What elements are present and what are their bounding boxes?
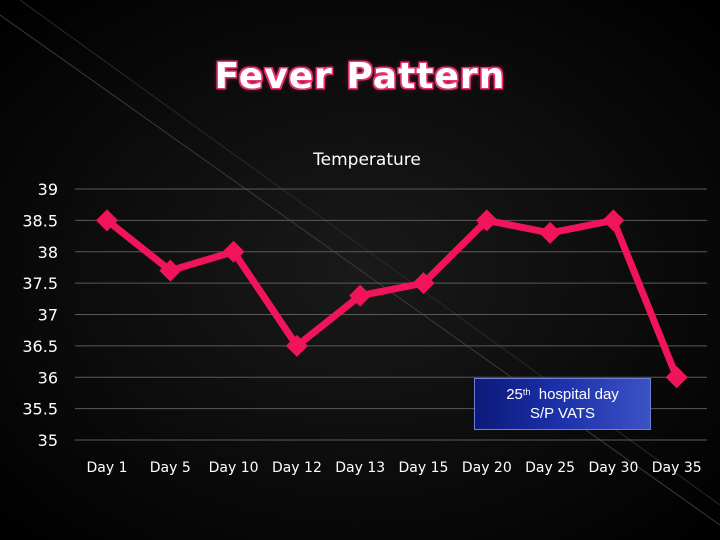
x-tick-label: Day 15 (399, 460, 449, 476)
annotation-day-number: 25 (506, 386, 523, 403)
chart-title: Temperature (312, 150, 421, 170)
data-point-marker (96, 209, 118, 232)
slide-title: Fever Pattern (214, 56, 506, 97)
y-tick-label: 37 (38, 306, 58, 325)
x-tick-label: Day 13 (335, 460, 385, 476)
y-tick-label: 38.5 (22, 211, 58, 230)
y-tick-label: 39 (38, 180, 58, 199)
x-tick-label: Day 5 (150, 460, 191, 476)
x-tick-label: Day 30 (588, 460, 638, 476)
y-tick-label: 36 (38, 368, 58, 387)
annotation-hospital-day: hospital day (538, 386, 619, 403)
data-point-marker (349, 284, 372, 307)
x-tick-label: Day 10 (209, 460, 259, 476)
y-tick-label: 38 (38, 243, 58, 262)
data-point-marker (222, 240, 245, 263)
annotation-line-1: 25th hospital day (475, 385, 650, 404)
temperature-series-line (103, 216, 681, 381)
y-tick-label: 35.5 (22, 400, 58, 419)
data-point-marker (475, 209, 498, 232)
data-point-marker (285, 334, 308, 357)
x-tick-label: Day 25 (525, 460, 575, 476)
x-axis-tick-labels: Day 1 Day 5 Day 10 Day 12 Day 13 Day 15 Day 20… (86, 460, 701, 476)
temperature-series-markers (96, 209, 688, 389)
series-line (103, 216, 681, 381)
x-tick-label: Day 12 (272, 460, 322, 476)
data-point-marker (602, 209, 625, 232)
y-axis-tick-labels: 35 35.5 36 36.5 37 37.5 38 38.5 39 (22, 180, 58, 450)
data-point-marker (539, 221, 562, 244)
y-tick-label: 36.5 (22, 337, 58, 356)
data-point-marker (412, 272, 435, 295)
x-tick-label: Day 20 (462, 460, 512, 476)
x-tick-label: Day 35 (652, 460, 702, 476)
x-tick-label: Day 1 (86, 460, 127, 476)
surgery-annotation-box: 25th hospital day S/P VATS (474, 378, 651, 430)
annotation-line-2: S/P VATS (529, 405, 596, 422)
annotation-ordinal-suffix: th (522, 387, 531, 397)
y-tick-label: 35 (38, 431, 58, 450)
y-tick-label: 37.5 (22, 274, 58, 293)
data-point-marker (159, 259, 182, 282)
data-point-marker (665, 366, 688, 389)
